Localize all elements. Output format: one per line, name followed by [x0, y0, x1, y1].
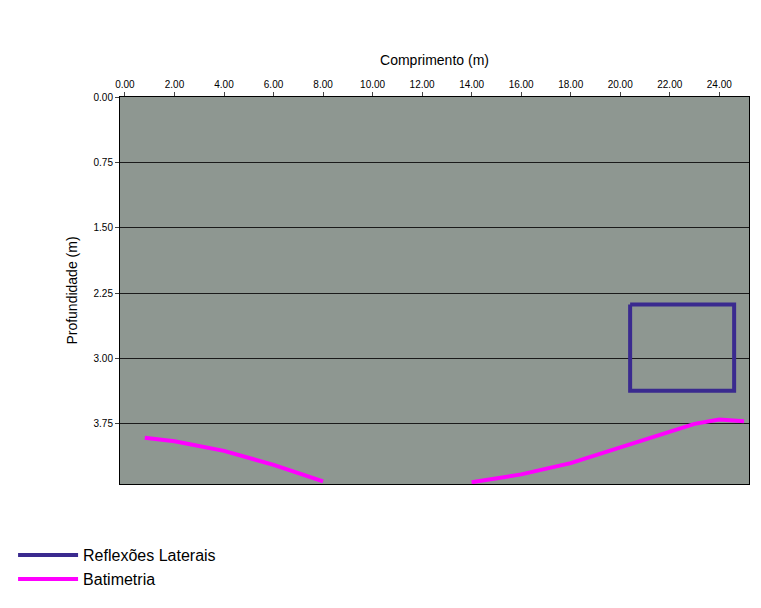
svg-text:20.00: 20.00 [608, 79, 633, 90]
svg-text:14.00: 14.00 [459, 79, 484, 90]
svg-text:Batimetria: Batimetria [83, 571, 155, 588]
svg-text:2.00: 2.00 [165, 79, 185, 90]
svg-text:Reflexões Laterais: Reflexões Laterais [83, 547, 216, 564]
svg-text:18.00: 18.00 [558, 79, 583, 90]
svg-text:12.00: 12.00 [410, 79, 435, 90]
svg-text:Profundidade (m): Profundidade (m) [64, 236, 80, 344]
svg-text:8.00: 8.00 [313, 79, 333, 90]
svg-text:10.00: 10.00 [360, 79, 385, 90]
svg-text:0.75: 0.75 [94, 157, 114, 168]
svg-text:2.25: 2.25 [94, 288, 114, 299]
svg-text:4.00: 4.00 [214, 79, 234, 90]
svg-text:24.00: 24.00 [707, 79, 732, 90]
svg-text:Comprimento (m): Comprimento (m) [380, 52, 489, 68]
svg-text:3.00: 3.00 [94, 353, 114, 364]
svg-text:0.00: 0.00 [115, 79, 135, 90]
svg-text:16.00: 16.00 [509, 79, 534, 90]
svg-text:3.75: 3.75 [94, 418, 114, 429]
svg-text:22.00: 22.00 [657, 79, 682, 90]
svg-text:1.50: 1.50 [94, 222, 114, 233]
svg-text:0.00: 0.00 [94, 92, 114, 103]
svg-text:6.00: 6.00 [264, 79, 284, 90]
